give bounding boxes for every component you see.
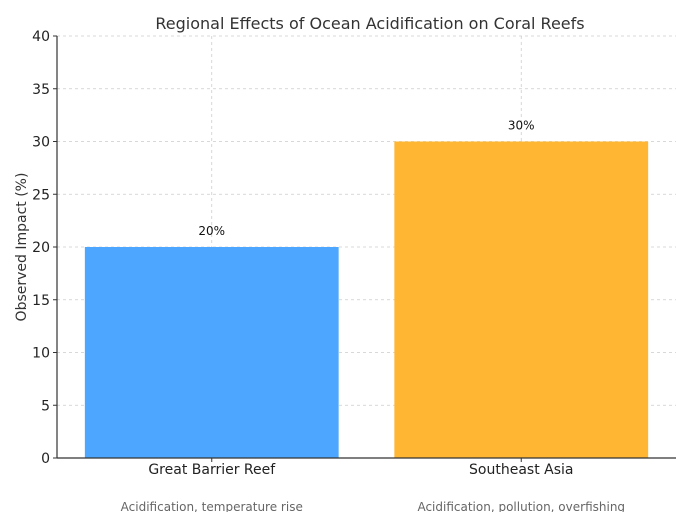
annotation: Acidification, temperature rise	[121, 500, 303, 512]
data-label: 30%	[508, 119, 535, 133]
data-label: 20%	[198, 224, 225, 238]
y-tick-label: 40	[32, 29, 50, 45]
y-tick-label: 30	[32, 135, 50, 151]
x-ticks: Great Barrier Reef Southeast Asia	[148, 458, 573, 478]
annotations: Acidification, temperature rise Acidifica…	[121, 500, 625, 512]
data-labels: 20% 30%	[198, 119, 534, 239]
y-tick-label: 0	[41, 451, 50, 467]
y-axis-label: Observed Impact (%)	[14, 173, 30, 322]
bars	[84, 141, 649, 458]
chart-title: Regional Effects of Ocean Acidification …	[155, 14, 584, 33]
y-ticks: 0 5 10 15 20 25 30 35 40	[32, 29, 57, 467]
bar	[84, 247, 339, 458]
y-tick-label: 20	[32, 240, 50, 256]
y-tick-label: 5	[41, 398, 50, 414]
y-tick-label: 25	[32, 187, 50, 203]
x-tick-label: Southeast Asia	[469, 462, 573, 478]
x-tick-label: Great Barrier Reef	[148, 462, 276, 478]
y-tick-label: 35	[32, 82, 50, 98]
annotation: Acidification, pollution, overfishing	[417, 500, 625, 512]
y-tick-label: 10	[32, 346, 50, 362]
y-tick-label: 15	[32, 293, 50, 309]
bar	[394, 141, 649, 458]
